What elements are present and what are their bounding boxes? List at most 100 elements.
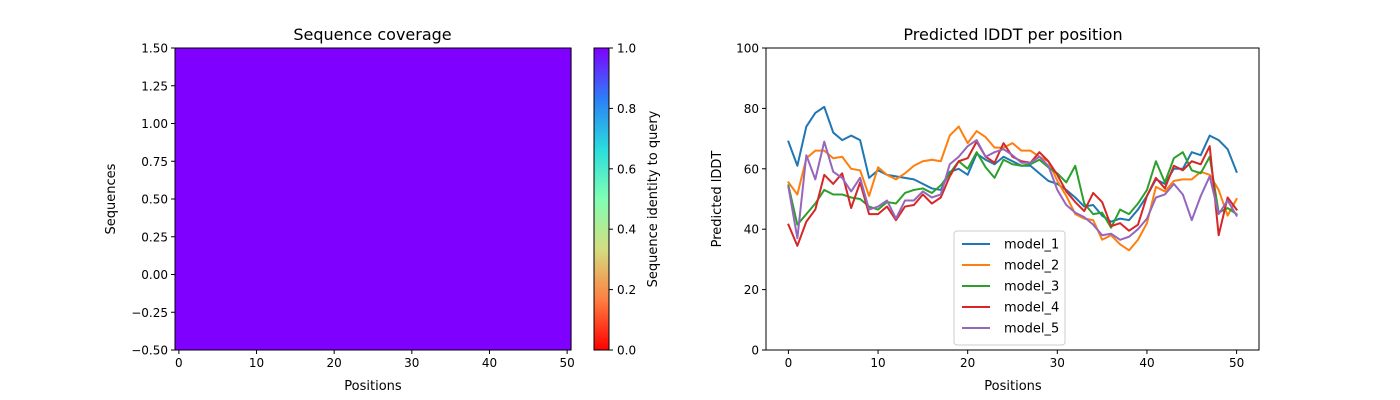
series-line-model_4 [787,140,1238,247]
y-tick-label: 0.00 [141,268,168,282]
x-tick-label: 0 [785,356,793,370]
y-tick-label: 0.75 [141,155,168,169]
y-tick-label: 60 [744,162,759,176]
heatmap-cell [407,48,417,350]
heatmap-title: Sequence coverage [293,25,451,44]
heatmap-cell [423,48,432,350]
heatmap-cell [501,48,510,350]
heatmap-cell [221,48,230,350]
line-series-group [787,105,1238,252]
heatmap-cell [524,48,533,350]
line-chart-frame [765,47,1260,351]
heatmap-x-ticks: 0 10 20 30 40 50 [175,350,575,370]
heatmap-cell [275,48,285,350]
colorbar-gradient [594,48,609,350]
colorbar: 0.0 0.2 0.4 0.6 0.8 1.0 Sequence identity to … [593,42,661,358]
heatmap-cell [493,48,502,350]
colorbar-tick-label: 0.0 [617,344,636,358]
colorbar-ticks: 0.0 0.2 0.4 0.6 0.8 1.0 [609,42,636,358]
series-line-model_1 [787,105,1238,223]
colorbar-tick-label: 1.0 [617,42,636,56]
heatmap-cell [477,48,487,350]
x-tick-label: 10 [249,356,264,370]
heatmap-cell [392,48,401,350]
heatmap-cell [369,48,378,350]
series-line-model_2 [787,125,1238,252]
line-chart-title: Predicted lDDT per position [903,25,1122,44]
heatmap-cell [244,48,254,350]
heatmap-cell [431,48,440,350]
heatmap-cell [322,48,331,350]
y-tick-label: 1.50 [141,42,168,56]
heatmap-cell [330,48,339,350]
legend-label: model_1 [1004,238,1059,253]
line-chart-y-ticks: 0 20 40 60 80 100 [736,42,766,358]
series-line-model_5 [787,139,1238,241]
heatmap-cell [485,48,494,350]
y-tick-label: 40 [744,223,759,237]
heatmap-cell [415,48,425,350]
heatmap-cell [299,48,308,350]
heatmap-cell [206,48,215,350]
heatmap-panel: Sequence coverage 0 10 20 30 40 50 1.501.251.… [104,25,575,394]
heatmap-cell [198,48,207,350]
x-tick-label: 0 [175,356,183,370]
y-tick-label: −0.50 [131,344,168,358]
line-chart-panel: Predicted lDDT per position 0 10 20 30 40 50 … [710,25,1260,394]
legend-label: model_4 [1004,301,1059,316]
y-tick-label: 0 [751,344,759,358]
heatmap-y-ticks: 1.50 1.25 1.00 0.75 0.50 0.25 0.00 −0.25 −0.50 [131,42,175,358]
heatmap-cell [338,48,347,350]
line-chart-x-label: Positions [984,379,1042,394]
heatmap-cell [353,48,362,350]
x-tick-label: 40 [1139,356,1154,370]
heatmap-cell [291,48,300,350]
x-tick-label: 40 [482,356,497,370]
colorbar-tick-label: 0.2 [617,283,636,297]
legend: model_1 model_2 model_3 model_4 model_5 [953,230,1066,346]
y-tick-label: −0.25 [131,306,168,320]
line-chart-x-ticks: 0 10 20 30 40 50 [785,350,1244,370]
heatmap-cell [532,48,541,350]
heatmap-cell [547,48,557,350]
heatmap-cell [439,48,448,350]
heatmap-cell [400,48,409,350]
heatmap-x-label: Positions [344,379,402,394]
colorbar-label: Sequence identity to query [646,110,661,287]
x-tick-label: 50 [1229,356,1244,370]
y-tick-label: 1.00 [141,117,168,131]
heatmap-cell [470,48,479,350]
heatmap-cell [213,48,223,350]
colorbar-tick-label: 0.6 [617,162,636,176]
heatmap-cell [237,48,246,350]
heatmap-cell [182,48,192,350]
heatmap-cell [384,48,394,350]
heatmap-cell [508,48,518,350]
x-tick-label: 20 [327,356,342,370]
heatmap-cell [283,48,293,350]
heatmap-cell [345,48,355,350]
colorbar-frame [593,47,610,351]
heatmap-cell [314,48,324,350]
heatmap-cell [252,48,262,350]
heatmap-cell [260,48,269,350]
x-tick-label: 30 [404,356,419,370]
heatmap-cell [454,48,463,350]
y-tick-label: 20 [744,283,759,297]
legend-label: model_2 [1004,259,1059,274]
heatmap-cell [563,48,572,350]
heatmap-cell [555,48,564,350]
line-chart-y-label: Predicted lDDT [710,151,725,248]
heatmap-y-label: Sequences [104,163,119,234]
y-tick-label: 0.50 [141,193,168,207]
heatmap-cell [361,48,370,350]
y-tick-label: 0.25 [141,230,168,244]
y-tick-label: 80 [744,102,759,116]
colorbar-tick-label: 0.8 [617,102,636,116]
series-line-model_3 [787,151,1238,229]
heatmap-cell [446,48,456,350]
legend-box [953,230,1066,346]
heatmap-cell [307,48,316,350]
colorbar-tick-label: 0.4 [617,223,636,237]
